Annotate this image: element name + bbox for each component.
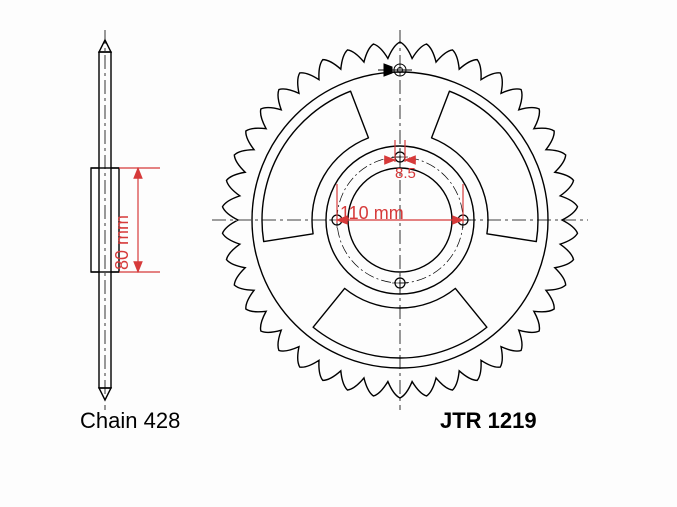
part-number-label: JTR 1219	[440, 408, 537, 434]
drawing-canvas: Chain 428 JTR 1219 110 mm 8.5 80 mm	[0, 0, 677, 507]
chain-size-label: Chain 428	[80, 408, 180, 434]
dimension-text-110: 110 mm	[340, 203, 404, 224]
dimension-text-80: 80 mm	[112, 215, 133, 270]
projection-symbol-icon	[378, 64, 412, 76]
dimension-text-8_5: 8.5	[395, 165, 416, 182]
